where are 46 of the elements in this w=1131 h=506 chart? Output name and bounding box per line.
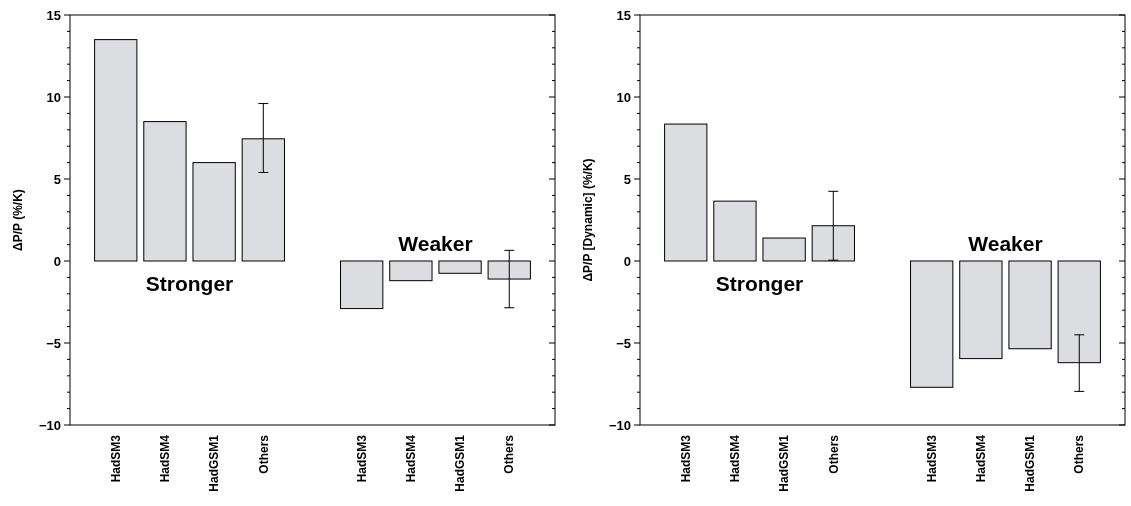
y-tick-label: −10	[608, 417, 631, 433]
y-tick-label: 5	[623, 171, 631, 187]
y-tick-label: −5	[46, 335, 61, 351]
y-tick-label: 0	[53, 253, 61, 269]
y-tick-label: −10	[38, 417, 61, 433]
annotation: Weaker	[398, 232, 473, 255]
x-tick-label: HadGSM1	[207, 434, 222, 492]
y-axis-title: ΔP/P [Dynamic] (%/K)	[581, 158, 595, 282]
x-tick-label: HadSM4	[728, 434, 743, 483]
x-tick-label: HadSM3	[678, 434, 693, 483]
x-tick-label: Others	[1072, 434, 1087, 474]
bar	[664, 123, 708, 262]
x-tick-label: Others	[256, 434, 271, 474]
x-tick-label: HadSM4	[974, 434, 989, 483]
x-tick-label: HadSM4	[404, 434, 419, 483]
bar	[959, 260, 1003, 360]
bar	[94, 39, 138, 262]
bar	[438, 260, 482, 274]
y-tick-label: 10	[46, 89, 61, 105]
bar	[192, 162, 236, 262]
y-axis-title: ΔP/P (%/K)	[11, 189, 25, 251]
y-tick-label: 15	[46, 7, 61, 23]
bar	[1008, 260, 1052, 350]
bar	[389, 260, 433, 282]
x-tick-label: HadSM3	[354, 434, 369, 483]
x-tick-label: HadSM4	[158, 434, 173, 483]
y-tick-label: 10	[616, 89, 631, 105]
y-tick-label: 0	[623, 253, 631, 269]
bar	[910, 260, 954, 388]
x-tick-label: HadGSM1	[453, 434, 468, 492]
y-tick-label: 15	[616, 7, 631, 23]
bar	[713, 200, 757, 262]
y-tick-label: 5	[53, 171, 61, 187]
x-tick-label: HadGSM1	[777, 434, 792, 492]
bar	[143, 121, 187, 262]
y-tick-label: −5	[616, 335, 631, 351]
bar	[340, 260, 384, 310]
x-tick-label: Others	[826, 434, 841, 474]
x-tick-label: HadGSM1	[1023, 434, 1038, 492]
annotation: Stronger	[145, 272, 234, 295]
x-tick-label: HadSM3	[108, 434, 123, 483]
bar	[762, 237, 806, 262]
x-tick-label: HadSM3	[924, 434, 939, 483]
annotation: Weaker	[968, 232, 1043, 255]
annotation: Stronger	[715, 272, 804, 295]
x-tick-label: Others	[502, 434, 517, 474]
